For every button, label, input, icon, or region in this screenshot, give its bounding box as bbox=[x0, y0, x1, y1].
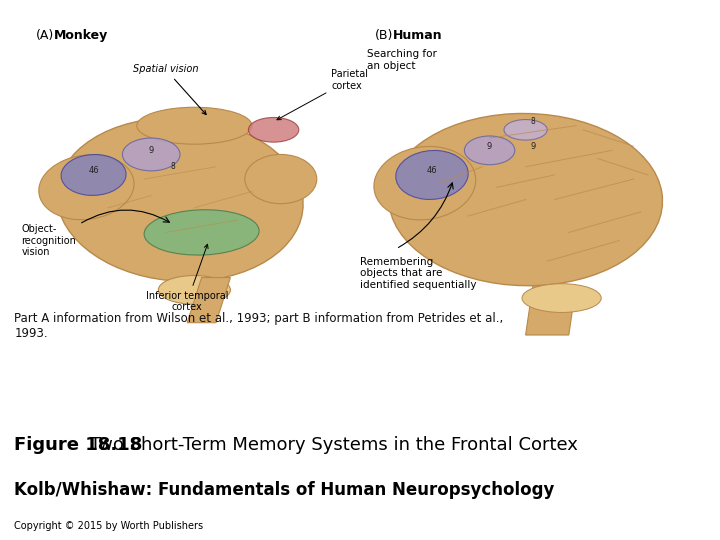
Ellipse shape bbox=[374, 146, 476, 220]
Text: 9: 9 bbox=[148, 146, 154, 155]
Ellipse shape bbox=[144, 210, 259, 255]
Text: 46: 46 bbox=[427, 166, 437, 176]
Ellipse shape bbox=[122, 138, 180, 171]
Text: 8: 8 bbox=[171, 162, 175, 171]
Text: Inferior temporal
cortex: Inferior temporal cortex bbox=[146, 244, 228, 313]
Ellipse shape bbox=[137, 107, 252, 144]
Text: 46: 46 bbox=[89, 166, 99, 176]
Ellipse shape bbox=[39, 155, 134, 220]
Text: Searching for
an object: Searching for an object bbox=[367, 49, 437, 71]
Ellipse shape bbox=[245, 154, 317, 204]
Text: 9: 9 bbox=[530, 141, 536, 151]
Ellipse shape bbox=[158, 275, 230, 304]
Text: 9: 9 bbox=[487, 141, 492, 151]
Text: Human: Human bbox=[392, 29, 442, 42]
Text: Spatial vision: Spatial vision bbox=[133, 64, 206, 114]
Text: Figure 18.18: Figure 18.18 bbox=[14, 436, 143, 454]
Ellipse shape bbox=[57, 118, 303, 281]
Text: (B): (B) bbox=[374, 29, 393, 42]
Ellipse shape bbox=[396, 151, 468, 199]
Ellipse shape bbox=[504, 119, 547, 140]
Polygon shape bbox=[187, 278, 230, 323]
Text: Monkey: Monkey bbox=[54, 29, 108, 42]
Ellipse shape bbox=[248, 118, 299, 142]
Text: Object-
recognition
vision: Object- recognition vision bbox=[22, 224, 76, 257]
Text: Parietal
cortex: Parietal cortex bbox=[277, 69, 368, 120]
Ellipse shape bbox=[464, 136, 515, 165]
Polygon shape bbox=[526, 286, 576, 335]
Text: Kolb/Whishaw: Fundamentals of Human Neuropsychology: Kolb/Whishaw: Fundamentals of Human Neur… bbox=[14, 481, 555, 499]
Text: Copyright © 2015 by Worth Publishers: Copyright © 2015 by Worth Publishers bbox=[14, 521, 204, 531]
Text: (A): (A) bbox=[36, 29, 54, 42]
Ellipse shape bbox=[61, 154, 126, 195]
Text: 8: 8 bbox=[531, 117, 535, 126]
Ellipse shape bbox=[522, 284, 601, 313]
Text: Remembering
objects that are
identified sequentially: Remembering objects that are identified … bbox=[360, 257, 477, 290]
Ellipse shape bbox=[389, 113, 662, 286]
Text: Part A information from Wilson et al., 1993; part B information from Petrides et: Part A information from Wilson et al., 1… bbox=[14, 313, 504, 340]
Text: Two Short-Term Memory Systems in the Frontal Cortex: Two Short-Term Memory Systems in the Fro… bbox=[90, 436, 578, 454]
